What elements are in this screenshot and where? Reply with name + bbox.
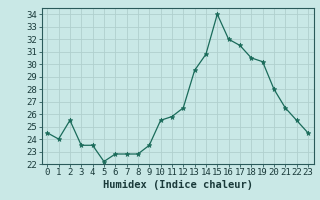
X-axis label: Humidex (Indice chaleur): Humidex (Indice chaleur) xyxy=(103,180,252,190)
